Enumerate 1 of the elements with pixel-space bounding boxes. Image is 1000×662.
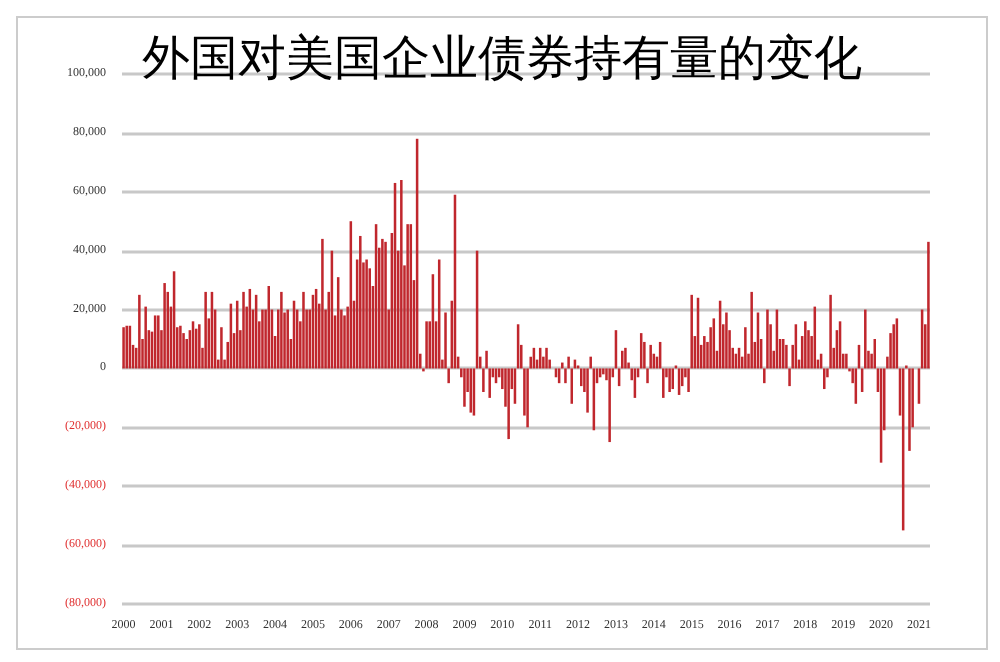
chart-title: 外国对美国企业债券持有量的变化 — [142, 32, 862, 86]
